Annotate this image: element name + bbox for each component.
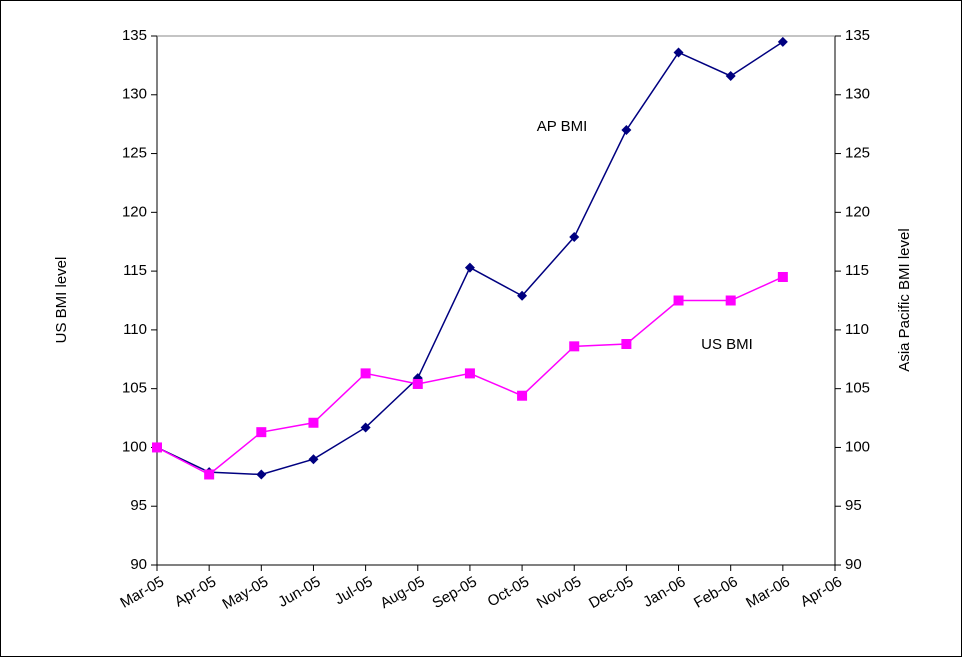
annotation: AP BMI xyxy=(537,118,588,135)
y-tick-label: 120 xyxy=(122,203,147,220)
y-tick-label: 135 xyxy=(122,27,147,44)
y2-tick-label: 120 xyxy=(845,203,870,220)
marker xyxy=(777,271,788,282)
y-tick-label: 105 xyxy=(122,380,147,397)
marker xyxy=(569,232,580,243)
marker xyxy=(673,47,684,58)
marker xyxy=(204,469,215,480)
annotation: US BMI xyxy=(701,336,753,353)
marker xyxy=(152,442,162,453)
y2-tick-label: 105 xyxy=(845,380,870,397)
y-tick-label: 100 xyxy=(122,438,147,455)
y2-tick-label: 135 xyxy=(845,27,870,44)
y2-tick-label: 100 xyxy=(845,438,870,455)
y2-tick-label: 110 xyxy=(845,321,869,338)
y2-tick-label: 125 xyxy=(845,145,870,162)
marker xyxy=(517,390,528,401)
y2-axis-label: Asia Pacific BMI level xyxy=(896,228,913,371)
y-tick-label: 130 xyxy=(122,86,147,103)
marker xyxy=(412,378,423,389)
marker xyxy=(621,338,632,349)
y-tick-label: 115 xyxy=(123,262,147,279)
marker xyxy=(256,469,267,480)
marker xyxy=(673,295,684,306)
marker xyxy=(256,427,267,438)
marker xyxy=(308,417,319,428)
marker xyxy=(360,368,371,379)
marker xyxy=(569,341,580,352)
y2-tick-label: 115 xyxy=(845,262,869,279)
y-tick-label: 125 xyxy=(122,145,147,162)
y2-tick-label: 95 xyxy=(845,497,862,514)
y-axis-label: US BMI level xyxy=(53,257,70,344)
marker xyxy=(308,454,319,465)
marker xyxy=(517,290,528,301)
marker xyxy=(360,422,371,433)
marker xyxy=(621,125,632,136)
y2-tick-label: 90 xyxy=(845,556,862,573)
marker xyxy=(464,262,475,273)
marker xyxy=(464,368,475,379)
y2-tick-label: 130 xyxy=(845,86,870,103)
y-tick-label: 95 xyxy=(130,497,147,514)
marker xyxy=(777,36,788,47)
y-tick-label: 110 xyxy=(123,321,147,338)
marker xyxy=(725,70,736,81)
y-tick-label: 90 xyxy=(130,556,147,573)
marker xyxy=(725,295,736,306)
